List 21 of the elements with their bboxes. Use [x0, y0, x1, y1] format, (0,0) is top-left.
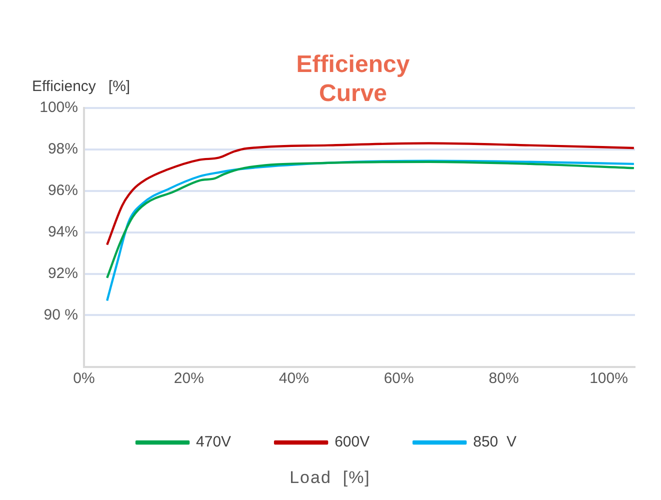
x-tick-label: 60% — [384, 370, 414, 388]
legend-label: 850 V — [473, 434, 516, 451]
x-tick-label: 0% — [73, 370, 95, 388]
y-tick-label: 94% — [48, 223, 78, 240]
y-axis-title: Efficiency [%] — [32, 78, 130, 95]
line-series — [106, 160, 635, 280]
x-tick-label: 80% — [488, 370, 519, 388]
legend-label: 600V — [334, 434, 370, 451]
y-tick-label: 96% — [48, 182, 78, 200]
legend-label: 470V — [196, 434, 232, 451]
x-tick-label: 40% — [278, 370, 309, 388]
y-tick-label: 100% — [40, 99, 78, 116]
y-tick-label: 92% — [48, 264, 78, 282]
line-series — [106, 142, 635, 246]
x-axis-title: Load [%] — [288, 468, 372, 488]
y-tick-label: 98% — [48, 140, 78, 158]
x-tick-label: 100% — [590, 370, 628, 388]
y-tick-label: 90 % — [44, 306, 78, 324]
line-series — [106, 160, 635, 302]
chart-title: Efficiency Curve — [295, 50, 411, 108]
x-tick-label: 20% — [174, 370, 204, 388]
